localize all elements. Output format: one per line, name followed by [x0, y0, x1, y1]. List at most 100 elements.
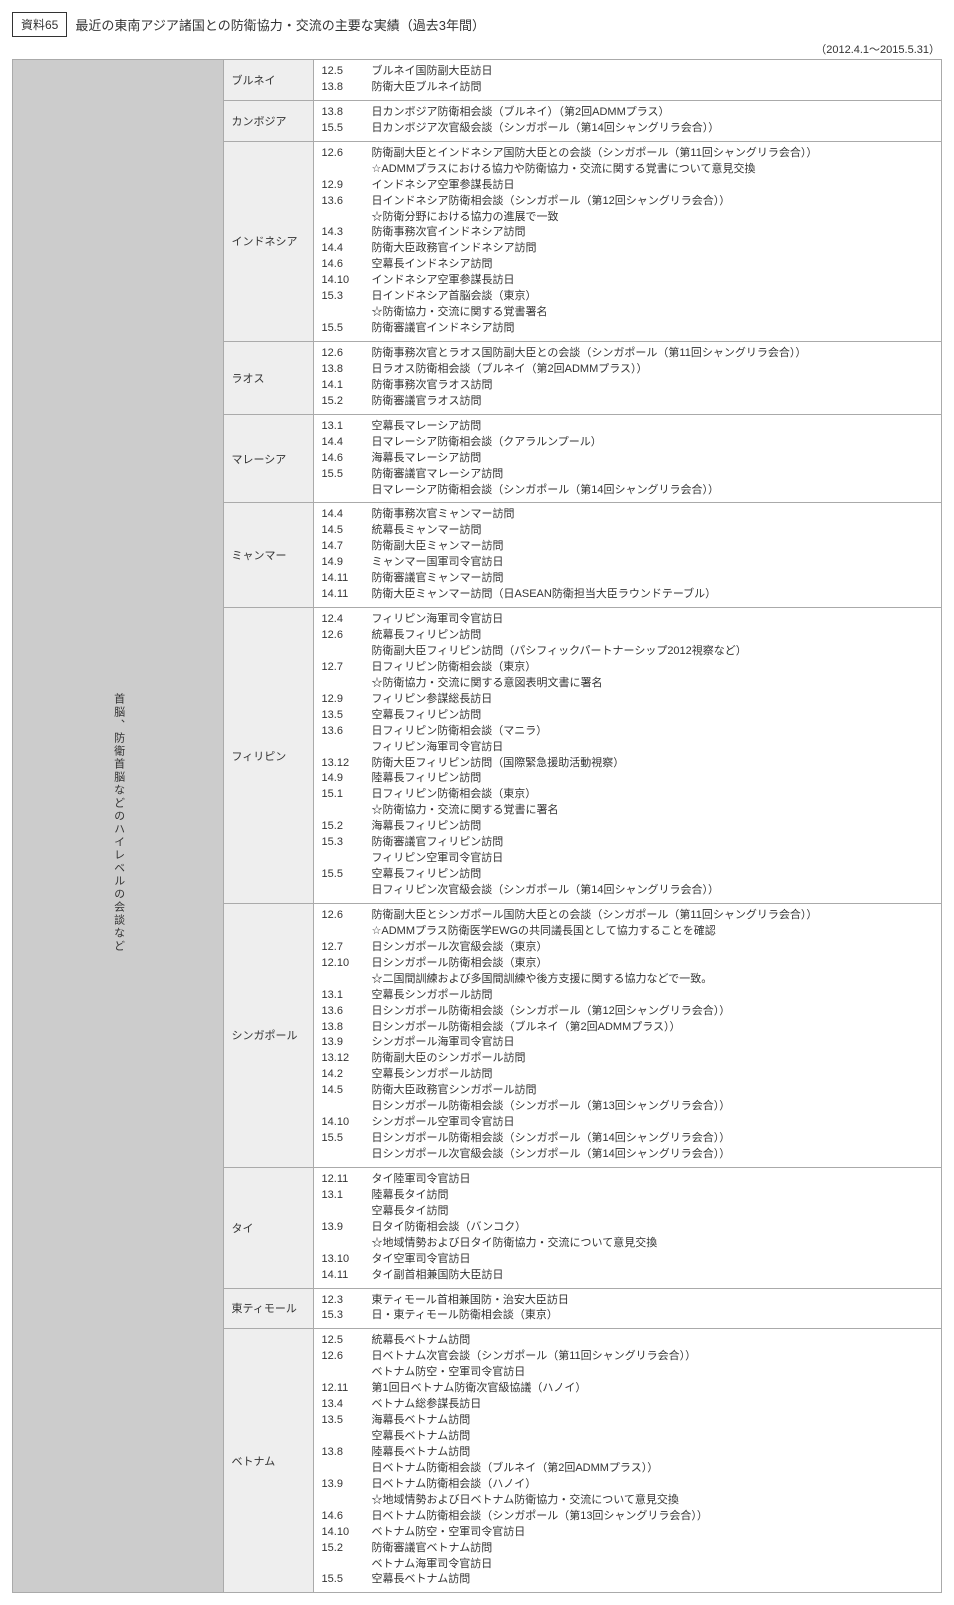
- entry-row: 防衛副大臣フィリピン訪問（パシフィックパートナーシップ2012視察など）: [322, 644, 933, 660]
- entry-text: 日ベトナム防衛相会談（ブルネイ（第2回ADMMプラス））: [372, 1461, 933, 1477]
- header-row: 資料65 最近の東南アジア諸国との防衛協力・交流の主要な実績（過去3年間）: [12, 12, 942, 37]
- entry-date: 12.11: [322, 1381, 372, 1397]
- entry-row: 13.8防衛大臣ブルネイ訪問: [322, 80, 933, 96]
- entry-text: シンガポール空軍司令官訪日: [372, 1115, 933, 1131]
- entry-date: 13.1: [322, 1188, 372, 1204]
- entry-text: 日インドネシア首脳会談（東京）: [372, 289, 933, 305]
- entry-date: 13.1: [322, 988, 372, 1004]
- entry-text: 日ベトナム次官会談（シンガポール（第11回シャングリラ会合））: [372, 1349, 933, 1365]
- entry-date: 12.11: [322, 1172, 372, 1188]
- entry-text: 日マレーシア防衛相会談（クアラルンプール）: [372, 435, 933, 451]
- entry-row: 15.3防衛審議官フィリピン訪問: [322, 835, 933, 851]
- entry-date: 14.2: [322, 1067, 372, 1083]
- entry-row: 12.6防衛副大臣とインドネシア国防大臣との会談（シンガポール（第11回シャング…: [322, 146, 933, 162]
- entry-text: 防衛大臣ミャンマー訪問（日ASEAN防衛担当大臣ラウンドテーブル）: [372, 587, 933, 603]
- entry-text: ミャンマー国軍司令官訪日: [372, 555, 933, 571]
- entry-text: 統幕長ミャンマー訪問: [372, 523, 933, 539]
- entry-row: 14.10インドネシア空軍参謀長訪日: [322, 273, 933, 289]
- entry-text: 日シンガポール防衛相会談（ブルネイ（第2回ADMMプラス））: [372, 1020, 933, 1036]
- entry-date: 13.12: [322, 1051, 372, 1067]
- entry-text: 防衛審議官インドネシア訪問: [372, 321, 933, 337]
- entry-row: 13.1陸幕長タイ訪問: [322, 1188, 933, 1204]
- entry-text: 日シンガポール次官級会談（東京）: [372, 940, 933, 956]
- entry-row: 14.11タイ副首相兼国防大臣訪日: [322, 1268, 933, 1284]
- entry-row: 12.6統幕長フィリピン訪問: [322, 628, 933, 644]
- entry-text: 日シンガポール防衛相会談（東京）: [372, 956, 933, 972]
- entry-date: 15.3: [322, 289, 372, 305]
- entry-row: 13.1空幕長シンガポール訪問: [322, 988, 933, 1004]
- entry-date: 13.5: [322, 708, 372, 724]
- entry-text: タイ陸軍司令官訪日: [372, 1172, 933, 1188]
- country-cell: インドネシア: [223, 141, 313, 341]
- entry-date: 14.7: [322, 539, 372, 555]
- entries-cell: 12.6防衛事務次官とラオス国防副大臣との会談（シンガポール（第11回シャングリ…: [313, 342, 941, 415]
- entry-date: 12.5: [322, 1333, 372, 1349]
- entry-text: 防衛事務次官インドネシア訪問: [372, 225, 933, 241]
- entry-date: 14.11: [322, 571, 372, 587]
- entry-text: フィリピン海軍司令官訪日: [372, 612, 933, 628]
- entry-row: 13.4ベトナム総参謀長訪日: [322, 1397, 933, 1413]
- entry-date: 14.5: [322, 1083, 372, 1099]
- entry-row: ☆防衛協力・交流に関する覚書署名: [322, 305, 933, 321]
- entries-cell: 12.6防衛副大臣とインドネシア国防大臣との会談（シンガポール（第11回シャング…: [313, 141, 941, 341]
- entry-date: 15.5: [322, 467, 372, 483]
- entry-text: 日フィリピン防衛相会談（東京）: [372, 660, 933, 676]
- entry-row: 13.9日ベトナム防衛相会談（ハノイ）: [322, 1477, 933, 1493]
- entry-date: 14.4: [322, 435, 372, 451]
- entry-row: 13.12防衛副大臣のシンガポール訪問: [322, 1051, 933, 1067]
- entry-row: 12.7日フィリピン防衛相会談（東京）: [322, 660, 933, 676]
- entry-row: 14.6海幕長マレーシア訪問: [322, 451, 933, 467]
- entry-row: 12.6防衛副大臣とシンガポール国防大臣との会談（シンガポール（第11回シャング…: [322, 908, 933, 924]
- entry-row: ベトナム海軍司令官訪日: [322, 1557, 933, 1573]
- entry-date: 14.3: [322, 225, 372, 241]
- entry-date: 14.6: [322, 451, 372, 467]
- entry-date: 15.3: [322, 835, 372, 851]
- entry-text: 日シンガポール防衛相会談（シンガポール（第12回シャングリラ会合））: [372, 1004, 933, 1020]
- entry-text: 空幕長フィリピン訪問: [372, 708, 933, 724]
- entry-text: タイ空軍司令官訪日: [372, 1252, 933, 1268]
- country-cell: フィリピン: [223, 608, 313, 904]
- entry-row: 13.1空幕長マレーシア訪問: [322, 419, 933, 435]
- entry-text: 防衛副大臣のシンガポール訪問: [372, 1051, 933, 1067]
- entry-text: 日フィリピン次官級会談（シンガポール（第14回シャングリラ会合））: [372, 883, 933, 899]
- entry-row: 14.11防衛大臣ミャンマー訪問（日ASEAN防衛担当大臣ラウンドテーブル）: [322, 587, 933, 603]
- entry-text: 日カンボジア次官級会談（シンガポール（第14回シャングリラ会合））: [372, 121, 933, 137]
- entry-text: 防衛副大臣とインドネシア国防大臣との会談（シンガポール（第11回シャングリラ会合…: [372, 146, 933, 162]
- entry-row: 12.11タイ陸軍司令官訪日: [322, 1172, 933, 1188]
- entry-date: 13.8: [322, 1445, 372, 1461]
- entry-row: 13.5海幕長ベトナム訪問: [322, 1413, 933, 1429]
- entry-row: ☆二国間訓練および多国間訓練や後方支援に関する協力などで一致。: [322, 972, 933, 988]
- entry-text: 第1回日ベトナム防衛次官級協議（ハノイ）: [372, 1381, 933, 1397]
- entry-text: 日カンボジア防衛相会談（ブルネイ）（第2回ADMMプラス）: [372, 105, 933, 121]
- entry-text: ☆防衛協力・交流に関する意図表明文書に署名: [372, 676, 933, 692]
- entry-row: 15.2防衛審議官ラオス訪問: [322, 394, 933, 410]
- entry-date: 15.5: [322, 1131, 372, 1147]
- entry-date: 15.2: [322, 1541, 372, 1557]
- entry-text: ☆ADMMプラスにおける協力や防衛協力・交流に関する覚書について意見交換: [372, 162, 933, 178]
- entry-date: 13.6: [322, 1004, 372, 1020]
- entry-date: 12.7: [322, 940, 372, 956]
- entry-text: 東ティモール首相兼国防・治安大臣訪日: [372, 1293, 933, 1309]
- entry-row: 12.11第1回日ベトナム防衛次官級協議（ハノイ）: [322, 1381, 933, 1397]
- country-cell: カンボジア: [223, 100, 313, 141]
- entry-text: 防衛審議官ミャンマー訪問: [372, 571, 933, 587]
- entry-date: 14.4: [322, 507, 372, 523]
- entry-text: 日タイ防衛相会談（バンコク）: [372, 1220, 933, 1236]
- country-cell: シンガポール: [223, 903, 313, 1167]
- date-range: （2012.4.1〜2015.5.31）: [12, 41, 942, 57]
- entry-date: 13.8: [322, 1020, 372, 1036]
- entries-cell: 12.5ブルネイ国防副大臣訪日13.8防衛大臣ブルネイ訪問: [313, 60, 941, 101]
- entry-date: 12.4: [322, 612, 372, 628]
- entry-row: 14.10シンガポール空軍司令官訪日: [322, 1115, 933, 1131]
- entry-row: 空幕長タイ訪問: [322, 1204, 933, 1220]
- entry-text: ☆地域情勢および日タイ防衛協力・交流について意見交換: [372, 1236, 933, 1252]
- entry-text: ベトナム総参謀長訪日: [372, 1397, 933, 1413]
- entry-text: 日フィリピン防衛相会談（東京）: [372, 787, 933, 803]
- entry-text: 陸幕長フィリピン訪問: [372, 771, 933, 787]
- entry-row: 14.3防衛事務次官インドネシア訪問: [322, 225, 933, 241]
- entries-cell: 12.6防衛副大臣とシンガポール国防大臣との会談（シンガポール（第11回シャング…: [313, 903, 941, 1167]
- entry-row: 13.6日シンガポール防衛相会談（シンガポール（第12回シャングリラ会合））: [322, 1004, 933, 1020]
- entry-text: 空幕長シンガポール訪問: [372, 988, 933, 1004]
- entry-text: 空幕長フィリピン訪問: [372, 867, 933, 883]
- entry-row: 14.4防衛大臣政務官インドネシア訪問: [322, 241, 933, 257]
